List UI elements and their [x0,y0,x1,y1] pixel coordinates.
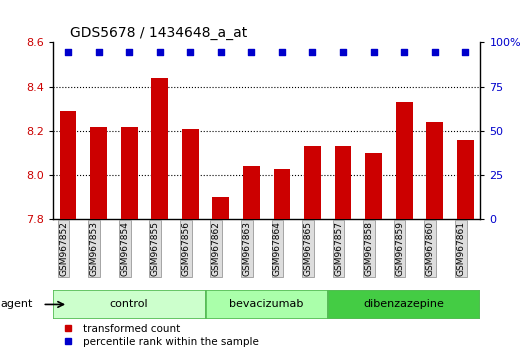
Text: GSM967861: GSM967861 [456,221,465,276]
Point [430,50,439,55]
Text: GSM967865: GSM967865 [304,221,313,276]
Bar [457,140,474,219]
Point [125,50,134,55]
Text: GSM967863: GSM967863 [242,221,251,276]
Point [186,50,194,55]
Bar [328,290,480,319]
Text: GSM967860: GSM967860 [426,221,435,276]
Text: agent: agent [1,299,33,309]
Text: GSM967852: GSM967852 [59,221,68,276]
Point [278,50,286,55]
Text: GSM967854: GSM967854 [120,221,129,276]
Bar [243,166,260,219]
Point [339,50,347,55]
Point [400,50,408,55]
Text: GSM967862: GSM967862 [212,221,221,276]
Bar [395,102,412,219]
Bar [121,126,138,219]
Bar [335,147,352,219]
Text: bevacizumab: bevacizumab [230,299,304,309]
Bar [60,111,77,219]
Point [64,50,72,55]
Point [216,50,225,55]
Bar [90,126,107,219]
Text: GSM967856: GSM967856 [181,221,190,276]
Text: GSM967858: GSM967858 [364,221,374,276]
Bar [152,78,168,219]
Text: GSM967864: GSM967864 [273,221,282,276]
Point [308,50,317,55]
Legend: transformed count, percentile rank within the sample: transformed count, percentile rank withi… [58,324,259,347]
Text: control: control [110,299,148,309]
Point [247,50,256,55]
Text: dibenzazepine: dibenzazepine [364,299,445,309]
Text: GSM967855: GSM967855 [150,221,160,276]
Bar [274,169,290,219]
Bar [304,147,321,219]
Point [156,50,164,55]
Bar [365,153,382,219]
Bar [426,122,443,219]
Text: GSM967857: GSM967857 [334,221,343,276]
Text: GSM967859: GSM967859 [395,221,404,276]
Point [95,50,103,55]
Text: GDS5678 / 1434648_a_at: GDS5678 / 1434648_a_at [70,26,247,40]
Bar [182,129,199,219]
Bar [205,290,328,319]
Text: GSM967853: GSM967853 [90,221,99,276]
Bar [212,197,229,219]
Point [461,50,469,55]
Point [370,50,378,55]
Bar [53,290,205,319]
